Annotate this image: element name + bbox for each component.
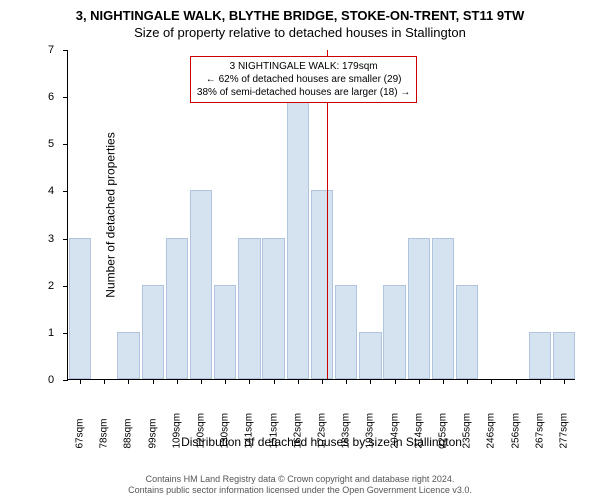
y-tick (63, 286, 68, 287)
x-tick-label: 235sqm (462, 409, 473, 449)
y-tick (63, 50, 68, 51)
y-tick (63, 333, 68, 334)
footer-line-1: Contains HM Land Registry data © Crown c… (0, 474, 600, 485)
y-tick-label: 0 (48, 374, 54, 386)
x-tick (225, 379, 226, 384)
histogram-bar (287, 96, 309, 379)
x-tick (80, 379, 81, 384)
x-tick-label: 214sqm (413, 409, 424, 449)
y-tick (63, 191, 68, 192)
x-tick (201, 379, 202, 384)
x-tick (370, 379, 371, 384)
x-tick-label: 88sqm (123, 409, 134, 449)
y-tick-label: 2 (48, 280, 54, 292)
x-tick-label: 204sqm (389, 409, 400, 449)
x-tick-label: 277sqm (558, 409, 569, 449)
x-tick (177, 379, 178, 384)
histogram-bar (456, 285, 478, 379)
histogram-bar (408, 238, 430, 379)
x-tick-label: 162sqm (292, 409, 303, 449)
y-tick-label: 7 (48, 44, 54, 56)
x-tick (395, 379, 396, 384)
y-tick (63, 97, 68, 98)
y-tick-label: 4 (48, 185, 54, 197)
x-tick-label: 78sqm (99, 409, 110, 449)
footer-attribution: Contains HM Land Registry data © Crown c… (0, 474, 600, 496)
histogram-bar (214, 285, 236, 379)
y-axis-label: Number of detached properties (104, 132, 118, 297)
x-tick-label: 141sqm (244, 409, 255, 449)
histogram-bar (142, 285, 164, 379)
x-tick-label: 130sqm (220, 409, 231, 449)
y-tick-label: 6 (48, 91, 54, 103)
histogram-bar (529, 332, 551, 379)
histogram-bar (69, 238, 91, 379)
x-tick-label: 67sqm (75, 409, 86, 449)
x-tick (419, 379, 420, 384)
x-tick (322, 379, 323, 384)
annotation-line: ← 62% of detached houses are smaller (29… (197, 73, 410, 86)
histogram-bar (262, 238, 284, 379)
annotation-line: 38% of semi-detached houses are larger (… (197, 86, 410, 99)
x-tick (564, 379, 565, 384)
histogram-bar (383, 285, 405, 379)
x-tick (540, 379, 541, 384)
histogram-bar (553, 332, 575, 379)
x-tick (298, 379, 299, 384)
x-tick (346, 379, 347, 384)
histogram-bar (117, 332, 139, 379)
x-tick-label: 99sqm (147, 409, 158, 449)
histogram-bar (359, 332, 381, 379)
chart-container: Number of detached properties Distributi… (55, 50, 575, 420)
histogram-bar (432, 238, 454, 379)
annotation-box: 3 NIGHTINGALE WALK: 179sqm← 62% of detac… (190, 56, 417, 103)
x-tick-label: 267sqm (534, 409, 545, 449)
x-tick-label: 109sqm (171, 409, 182, 449)
x-tick-label: 120sqm (196, 409, 207, 449)
histogram-bar (335, 285, 357, 379)
y-tick-label: 3 (48, 233, 54, 245)
y-tick-label: 1 (48, 327, 54, 339)
x-tick (516, 379, 517, 384)
y-tick (63, 144, 68, 145)
y-tick (63, 239, 68, 240)
plot-area: Number of detached properties Distributi… (67, 50, 575, 380)
x-tick-label: 151sqm (268, 409, 279, 449)
x-tick-label: 256sqm (510, 409, 521, 449)
x-tick (274, 379, 275, 384)
annotation-line: 3 NIGHTINGALE WALK: 179sqm (197, 60, 410, 73)
x-tick (443, 379, 444, 384)
histogram-bar (311, 190, 333, 379)
x-tick-label: 183sqm (341, 409, 352, 449)
x-tick (491, 379, 492, 384)
histogram-bar (166, 238, 188, 379)
x-tick-label: 172sqm (317, 409, 328, 449)
x-tick (249, 379, 250, 384)
x-tick-label: 225sqm (437, 409, 448, 449)
footer-line-2: Contains public sector information licen… (0, 485, 600, 496)
page-title: 3, NIGHTINGALE WALK, BLYTHE BRIDGE, STOK… (0, 0, 600, 23)
x-tick (153, 379, 154, 384)
x-tick-label: 246sqm (486, 409, 497, 449)
histogram-bar (190, 190, 212, 379)
x-tick (467, 379, 468, 384)
page-subtitle: Size of property relative to detached ho… (0, 23, 600, 40)
x-tick (128, 379, 129, 384)
x-tick-label: 193sqm (365, 409, 376, 449)
x-tick (104, 379, 105, 384)
y-tick-label: 5 (48, 138, 54, 150)
y-tick (63, 380, 68, 381)
histogram-bar (238, 238, 260, 379)
